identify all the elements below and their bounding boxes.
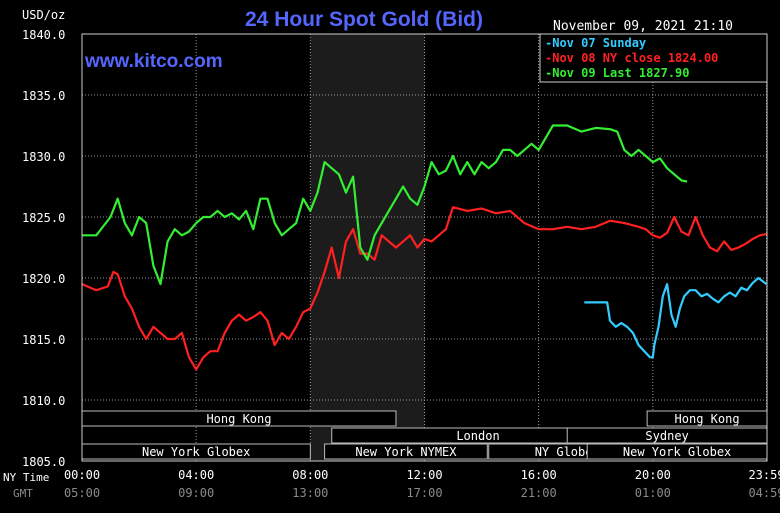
session-bar: Hong Kong [81,410,397,427]
gmt-label: GMT [13,487,33,500]
y-tick-label: 1815.0 [22,333,65,347]
ny-time-tick: 04:00 [178,468,214,482]
ny-time-tick: 12:00 [406,468,442,482]
session-label: Hong Kong [675,412,740,426]
kitco-watermark: www.kitco.com [84,51,223,72]
session-bar: Hong Kong [646,410,768,427]
legend-entry: -Nov 07 Sunday [545,36,646,50]
legend-box [539,33,768,83]
legend-entry: -Nov 09 Last 1827.90 [545,66,690,80]
series-line [584,276,768,359]
ny-time-label: NY Time [3,471,49,484]
y-tick-label: 1840.0 [22,28,65,42]
session-bar: New York Globex [586,443,768,460]
session-bar: New York Globex [81,443,311,460]
session-label: New York Globex [623,445,731,459]
session-label: New York NYMEX [355,445,457,459]
plot-frame [81,33,768,462]
session-label: Hong Kong [206,412,271,426]
y-tick-label: 1835.0 [22,89,65,103]
session-label: New York Globex [142,445,250,459]
session-bar: Sydney [566,427,768,444]
session-label: Sydney [645,429,688,443]
unit-label: USD/oz [22,8,65,22]
gmt-tick: 21:00 [521,486,557,500]
y-tick-label: 1810.0 [22,394,65,408]
session-bar: New York NYMEX [324,443,488,460]
timestamp: November 09, 2021 21:10 [553,19,733,34]
legend-entry: -Nov 08 NY close 1824.00 [545,51,718,65]
gmt-tick: 01:00 [635,486,671,500]
shaded-period [310,34,425,461]
y-tick-label: 1805.0 [22,455,65,469]
legend: -Nov 07 Sunday-Nov 08 NY close 1824.00-N… [539,33,768,83]
series-line [82,124,688,286]
session-label: London [456,429,499,443]
chart-title: 24 Hour Spot Gold (Bid) [245,8,483,31]
ny-time-tick: 20:00 [635,468,671,482]
gmt-tick: 09:00 [178,486,214,500]
gmt-tick: 04:59 [748,486,780,500]
y-tick-label: 1825.0 [22,211,65,225]
gmt-tick: 05:00 [64,486,100,500]
y-tick-label: 1820.0 [22,272,65,286]
session-box [324,443,488,460]
session-bar: London [331,427,625,444]
ny-time-tick: 16:00 [521,468,557,482]
gmt-tick: 13:00 [292,486,328,500]
y-tick-label: 1830.0 [22,150,65,164]
ny-time-tick: 00:00 [64,468,100,482]
ny-time-tick: 08:00 [292,468,328,482]
ny-time-tick: 23:59 [748,468,780,482]
gmt-tick: 17:00 [406,486,442,500]
session-label: NY Globex [535,445,600,459]
series-line [81,206,767,371]
